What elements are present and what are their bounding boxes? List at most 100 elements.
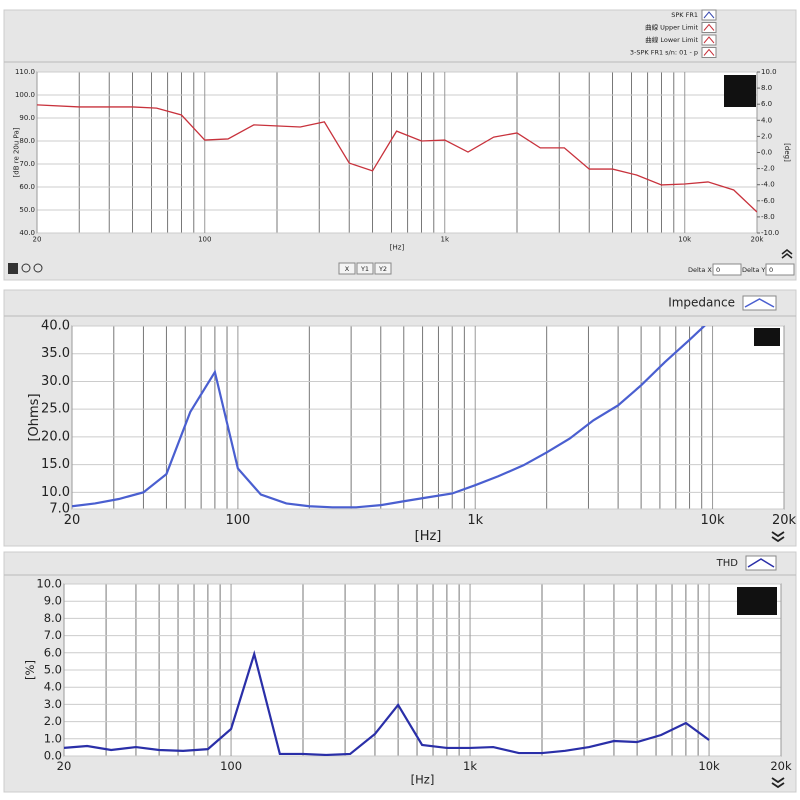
y2-tick-label: 4.0 — [761, 116, 772, 124]
x-tick-label: 100 — [220, 759, 242, 773]
delta-x-field[interactable] — [712, 263, 742, 276]
y-tick-label: 20.0 — [41, 429, 70, 444]
y-tick-label: 8.0 — [44, 611, 62, 625]
cursor-tool[interactable] — [8, 263, 18, 274]
y2-tick-label: -4.0 — [761, 181, 775, 189]
x-tick-label: 10k — [678, 235, 692, 243]
delta-y-label: Delta Y — [742, 266, 765, 274]
y-tick-label: 80.0 — [19, 137, 35, 145]
y2-tick-label: 10.0 — [761, 68, 777, 76]
series-line — [37, 104, 757, 213]
expand-icon[interactable] — [771, 531, 785, 543]
legend-swatch — [703, 11, 715, 19]
legend-icon — [701, 22, 717, 33]
y-tick-label: 110.0 — [15, 68, 35, 76]
x-axis-label: [Hz] — [390, 244, 405, 252]
legend-label: THD — [716, 558, 739, 569]
legend-icon — [745, 555, 777, 571]
y-tick-label: 10.0 — [36, 577, 62, 591]
y-tick-label: 9.0 — [44, 594, 62, 608]
legend-icon — [742, 295, 777, 311]
series-line — [72, 326, 706, 509]
y-tick-label: 2.0 — [44, 714, 62, 728]
x-axis-label: [Hz] — [415, 529, 442, 544]
y-tick-label: 50.0 — [19, 206, 35, 214]
legend-swatch — [744, 298, 775, 308]
y-tick-label: 90.0 — [19, 114, 35, 122]
delta-y-value: 0 — [769, 266, 773, 274]
button[interactable] — [338, 262, 356, 275]
y-tick-label: 7.0 — [44, 628, 62, 642]
y-tick-label: 30.0 — [41, 374, 70, 389]
y-tick-label: 70.0 — [19, 160, 35, 168]
x-tick-label: 20 — [57, 759, 72, 773]
legend-label: SPK FR1 — [671, 11, 698, 19]
x-tick-label: 1k — [463, 759, 477, 773]
delta-y-field[interactable] — [765, 263, 795, 276]
y2-tick-label: 8.0 — [761, 84, 772, 92]
button[interactable] — [374, 262, 392, 275]
y-tick-label: 15.0 — [41, 457, 70, 472]
y-axis-label: [%] — [23, 660, 37, 680]
x-tick-label: 10k — [698, 759, 720, 773]
legend-icon — [701, 47, 717, 58]
x-axis-label: [Hz] — [411, 773, 435, 787]
y-tick-label: 40.0 — [41, 319, 70, 334]
tool-icons[interactable] — [8, 263, 43, 274]
x-tick-label: 20 — [33, 235, 42, 243]
y-axis-label: [Ohms] — [27, 393, 42, 441]
delta-x-label: Delta X — [688, 266, 712, 274]
y-tick-label: 25.0 — [41, 402, 70, 417]
y-tick-label: 6.0 — [44, 645, 62, 659]
legend-swatch — [703, 36, 715, 44]
y-tick-label: 35.0 — [41, 346, 70, 361]
pan-tool[interactable] — [33, 263, 43, 273]
legend-icon — [701, 9, 717, 21]
legend-label: 曲線 Upper Limit — [645, 23, 698, 32]
y-tick-label: 60.0 — [19, 183, 35, 191]
x-tick-label: 20k — [770, 759, 792, 773]
y-tick-label: 7.0 — [49, 502, 70, 517]
legend-label: Impedance — [668, 296, 735, 310]
y-tick-label: 100.0 — [15, 91, 35, 99]
legend-icon — [701, 34, 717, 46]
x-tick-label: 1k — [467, 513, 483, 528]
x-tick-label: 20 — [64, 513, 81, 528]
legend-label: 曲線 Lower Limit — [645, 35, 698, 44]
zoom-tool[interactable] — [21, 263, 31, 273]
series-line — [64, 649, 710, 756]
x-tick-label: 20k — [772, 513, 797, 528]
charts: 110.0 100.0 90.0 80.0 70.0 60.0 50.0 40.0 20 100 1… — [13, 9, 797, 787]
x-tick-label: 20k — [751, 235, 765, 243]
collapse-icon[interactable] — [781, 249, 793, 259]
y-tick-label: 4.0 — [44, 680, 62, 694]
y2-tick-label: -6.0 — [761, 197, 775, 205]
delta-x-value: 0 — [716, 266, 720, 274]
y-tick-label: 3.0 — [44, 697, 62, 711]
button-label: X — [345, 265, 350, 273]
x-tick-label: 10k — [701, 513, 726, 528]
y2-tick-label: -2.0 — [761, 165, 775, 173]
legend-swatch — [703, 48, 715, 56]
expand-icon[interactable] — [771, 777, 785, 789]
plot-area — [36, 71, 758, 234]
y2-tick-label: 6.0 — [761, 100, 772, 108]
button[interactable] — [356, 262, 374, 275]
button-label: Y1 — [360, 265, 369, 273]
y-tick-label: 0.0 — [44, 749, 62, 763]
face-icon — [724, 75, 780, 615]
legend-label: 3-SPK FR1 s/n: 01 - p — [630, 49, 698, 57]
y-tick-label: 1.0 — [44, 731, 62, 745]
y2-tick-label: 0.0 — [761, 149, 772, 157]
y2-tick-label: -8.0 — [761, 213, 775, 221]
legend-swatch — [703, 23, 715, 31]
button-label: Y2 — [378, 265, 387, 273]
x-tick-label: 1k — [440, 235, 449, 243]
plot-area — [71, 325, 785, 510]
y-tick-label: 10.0 — [41, 485, 70, 500]
x-tick-label: 100 — [225, 513, 250, 528]
x-tick-label: 100 — [198, 235, 211, 243]
y-axis-label: [dB re 20u Pa] — [13, 127, 21, 177]
y2-tick-label: -10.0 — [761, 229, 779, 237]
